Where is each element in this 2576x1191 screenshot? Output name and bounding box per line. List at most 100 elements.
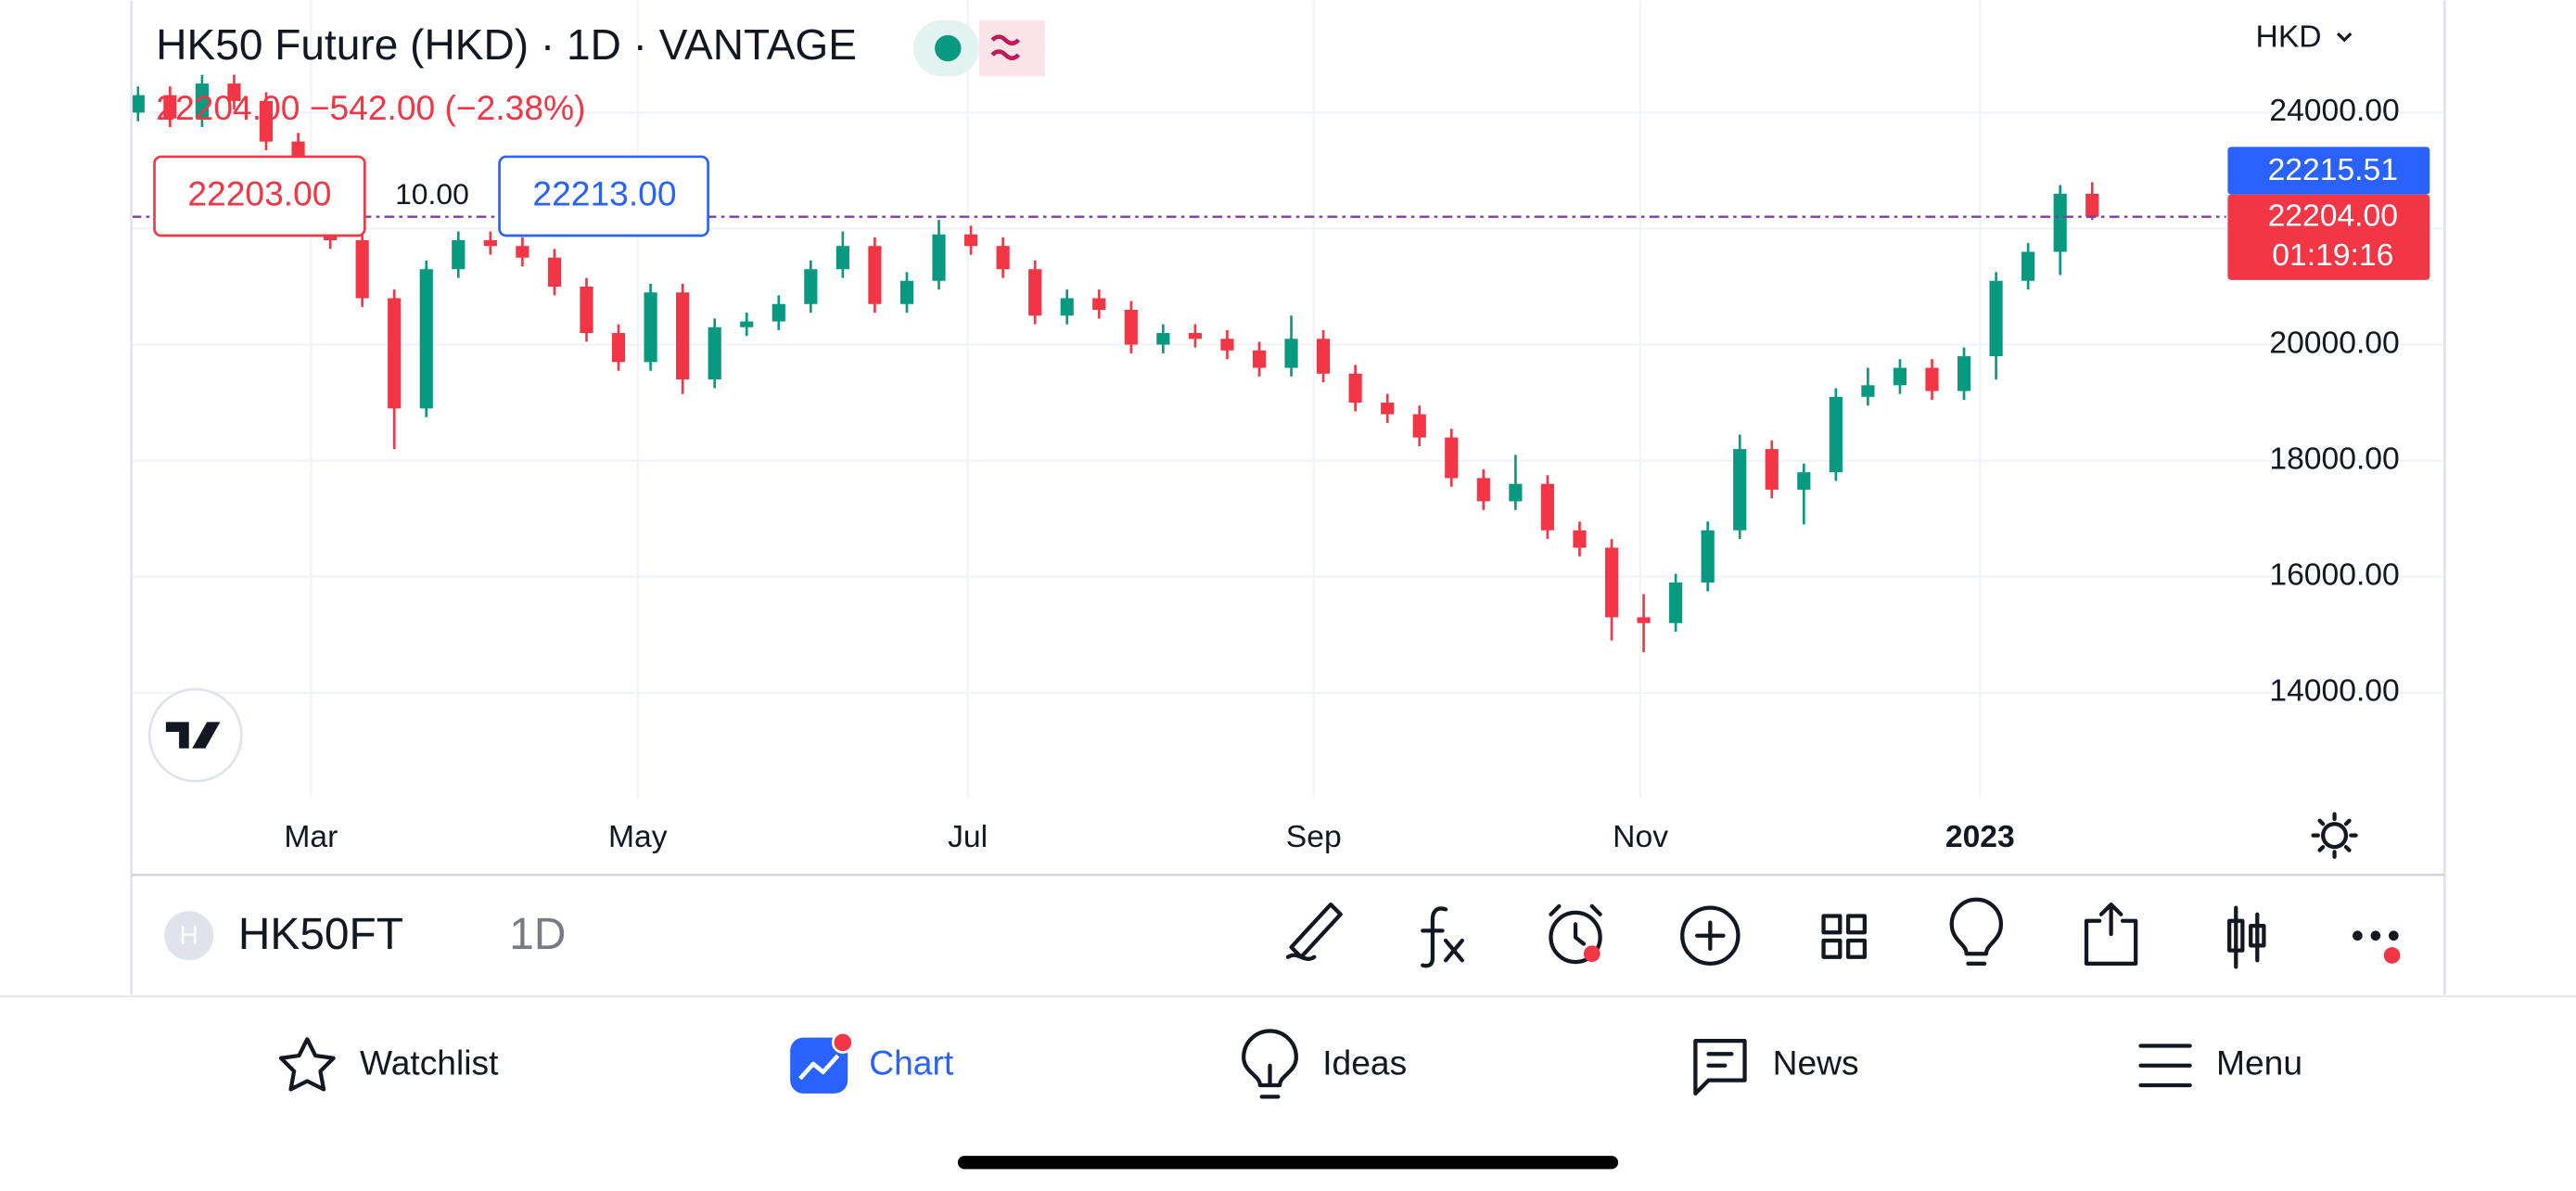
last-badge (2227, 194, 2430, 280)
candle-body (1317, 339, 1331, 374)
candle-body (259, 100, 274, 142)
candle-body (195, 83, 210, 119)
candle-body (2085, 193, 2099, 217)
candle-body (1188, 333, 1202, 339)
settings-rays (2311, 812, 2358, 859)
candle-body (1604, 547, 1619, 618)
chart-style-icon[interactable] (2227, 905, 2266, 969)
ideas-toolbar-icon[interactable] (1949, 897, 2004, 966)
news-icon[interactable] (1693, 1039, 1747, 1095)
ideas-icon[interactable] (1242, 1029, 1298, 1099)
alert-dot (1583, 945, 1600, 963)
candle-body (708, 327, 721, 380)
buy-button[interactable] (498, 155, 709, 237)
currency[interactable]: HKD (2256, 19, 2322, 54)
candle-body (227, 83, 241, 101)
candle-body (740, 321, 754, 327)
add-plus (1695, 920, 1726, 952)
candle-body (1765, 449, 1779, 490)
chart-nav-line (798, 1054, 840, 1081)
draw-icon[interactable] (1285, 902, 1343, 961)
candle-body (1509, 483, 1523, 502)
candle-body (868, 246, 882, 304)
nav-label[interactable]: Menu (2216, 1044, 2302, 1082)
more-dot (2370, 930, 2381, 941)
watchlist-icon[interactable] (278, 1037, 336, 1092)
share-icon[interactable] (2084, 902, 2138, 966)
candle-body (1381, 403, 1395, 415)
upper-badge (2227, 147, 2430, 195)
x-tick-label: Mar (284, 820, 338, 854)
upper-badge-text: 22215.51 (2268, 153, 2398, 187)
nav-label[interactable]: Chart (869, 1044, 954, 1082)
candle-body (1540, 483, 1555, 531)
symbol-icon: H (180, 921, 198, 951)
candles (131, 74, 2226, 653)
candle-body (419, 269, 433, 409)
candle-body (611, 333, 626, 363)
candle-body (1348, 373, 1362, 403)
candle-body (1637, 617, 1651, 623)
delayed-icon (990, 34, 1021, 60)
candle-body (1412, 414, 1426, 438)
layout-icon[interactable] (1821, 914, 1867, 959)
candle-body (580, 286, 593, 334)
candle-body (1284, 339, 1298, 368)
more-dot[interactable] (2353, 930, 2363, 941)
symbol[interactable]: HK50FT (238, 910, 403, 959)
currency-chevron[interactable] (2336, 32, 2353, 43)
candle-body (676, 292, 690, 380)
candle-body (1092, 298, 1106, 311)
alert-hands (1549, 903, 1602, 946)
candle-body (1701, 530, 1715, 583)
candle-body (644, 292, 657, 363)
candle-body (131, 95, 145, 113)
candle-body (1925, 367, 1939, 391)
candle-body (1957, 356, 1971, 391)
sell-button[interactable] (153, 155, 366, 237)
nav-label[interactable]: News (1773, 1044, 1859, 1082)
more-dot (2389, 930, 2399, 941)
indicators-icon[interactable] (1421, 906, 1464, 968)
settings-icon[interactable] (2321, 822, 2349, 850)
candle-body (1124, 310, 1138, 345)
candle-body (1733, 449, 1747, 531)
candle-body (1445, 437, 1459, 479)
home-indicator (957, 1156, 1619, 1170)
x-tick-label: Sep (1286, 820, 1342, 854)
chart-title: HK50 Future (HKD) · 1D · VANTAGE (156, 20, 857, 69)
candle-body (1573, 530, 1587, 548)
nav-label[interactable]: Ideas (1322, 1044, 1407, 1082)
candle-body (1989, 280, 2003, 357)
countdown: 01:19:16 (2272, 238, 2393, 273)
x-tick-label: Jul (948, 820, 988, 854)
add-icon[interactable] (1680, 905, 1741, 966)
spread: 10.00 (395, 177, 469, 211)
alert-icon[interactable] (1549, 910, 1602, 965)
nav-label[interactable]: Watchlist (360, 1044, 499, 1082)
y-tick-label: 20000.00 (2269, 326, 2399, 360)
chart-nav-icon[interactable] (790, 1037, 848, 1094)
menu-icon[interactable] (2138, 1044, 2192, 1088)
buy-price[interactable]: 22213.00 (532, 173, 676, 212)
candle-body (772, 303, 785, 322)
y-tick-label: 18000.00 (2269, 442, 2399, 477)
tv-logo[interactable] (147, 687, 243, 783)
candle-body (1028, 269, 1042, 316)
candle-body (963, 234, 978, 247)
y-tick-label: 24000.00 (2269, 94, 2399, 128)
candle-body (835, 246, 849, 270)
candle-body (516, 246, 529, 258)
candle-body (1252, 350, 1267, 368)
grid-layer: 14000.0016000.0018000.0020000.0022000.00… (131, 0, 2445, 854)
candle-body (932, 234, 946, 281)
price-change: 22204.00 −542.00 (−2.38%) (156, 88, 585, 127)
sell-price[interactable]: 22203.00 (187, 173, 331, 212)
candle-body (547, 257, 562, 287)
chart-nav-badge (831, 1031, 854, 1054)
interval[interactable]: 1D (509, 910, 566, 959)
x-tick-label: Nov (1613, 820, 1668, 854)
